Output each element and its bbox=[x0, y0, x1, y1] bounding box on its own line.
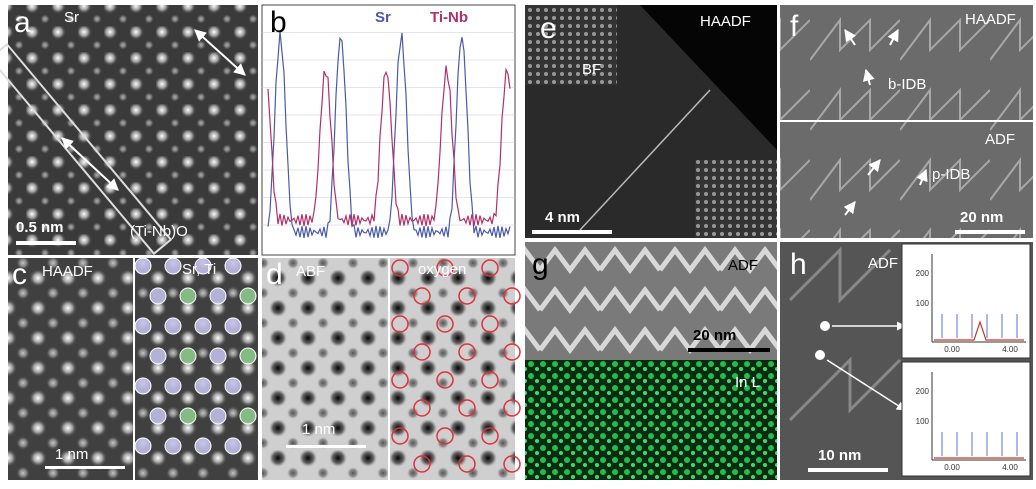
probe-point bbox=[820, 321, 830, 331]
scale-bar bbox=[955, 230, 1025, 234]
sr-site bbox=[135, 378, 151, 394]
site-label: Sr bbox=[64, 9, 79, 26]
x-tick-label: 4.00 bbox=[1002, 463, 1018, 472]
x-tick-label: 0.00 bbox=[944, 345, 960, 354]
sr-site bbox=[165, 318, 181, 334]
ti-site bbox=[240, 408, 256, 424]
scale-label: 10 nm bbox=[818, 447, 861, 464]
scale-label: 20 nm bbox=[693, 327, 736, 344]
y-tick-label: 100 bbox=[916, 417, 930, 426]
mode-label: ADF bbox=[985, 131, 1015, 148]
sr-site bbox=[225, 378, 241, 394]
sr-site bbox=[195, 378, 211, 394]
x-tick-label: 4.00 bbox=[1002, 345, 1018, 354]
page: a Sr 0.5 nm (Ti-Nb)O b Sr Ti-Nb c HAADF … bbox=[0, 0, 1036, 489]
y-tick-label: 100 bbox=[916, 299, 930, 308]
inset-lattice bbox=[695, 160, 777, 238]
defect-label: p-IDB bbox=[932, 166, 970, 183]
mode-label: HAADF bbox=[42, 263, 93, 280]
sr-site bbox=[150, 288, 166, 304]
sr-site bbox=[150, 348, 166, 364]
sr-site bbox=[165, 258, 181, 274]
sr-site bbox=[225, 318, 241, 334]
mode-label: HAADF bbox=[700, 13, 751, 30]
panel-label: e bbox=[540, 12, 557, 45]
column-label: (Ti-Nb)O bbox=[130, 223, 188, 240]
legend-entry: Sr bbox=[375, 9, 391, 26]
sr-site bbox=[210, 348, 226, 364]
site-label: oxygen bbox=[418, 261, 466, 278]
image-d-overlay bbox=[390, 258, 515, 480]
sr-site bbox=[195, 318, 211, 334]
ti-site bbox=[180, 288, 196, 304]
x-tick-label: 0.00 bbox=[944, 463, 960, 472]
scale-label: 1 nm bbox=[55, 446, 88, 463]
map-label: In L bbox=[735, 374, 760, 391]
scale-label: 1 nm bbox=[302, 421, 335, 438]
ti-site bbox=[180, 348, 196, 364]
scale-bar bbox=[808, 468, 888, 472]
inset-label: BF bbox=[582, 61, 601, 78]
sr-site bbox=[165, 438, 181, 454]
y-tick-label: 200 bbox=[916, 269, 930, 278]
ti-site bbox=[240, 348, 256, 364]
sr-site bbox=[135, 258, 151, 274]
sr-site bbox=[195, 438, 211, 454]
sr-site bbox=[210, 288, 226, 304]
panel-label: a bbox=[14, 6, 31, 39]
sr-site bbox=[135, 318, 151, 334]
sr-site bbox=[150, 408, 166, 424]
ti-site bbox=[240, 288, 256, 304]
sr-site bbox=[225, 258, 241, 274]
inset-bf bbox=[525, 5, 617, 85]
panel-label: h bbox=[790, 248, 807, 281]
sr-site bbox=[165, 378, 181, 394]
panel-label: d bbox=[266, 258, 283, 291]
sr-site bbox=[210, 408, 226, 424]
scale-bar bbox=[16, 241, 76, 245]
mode-label: ADF bbox=[868, 255, 898, 272]
scale-label: 4 nm bbox=[545, 209, 580, 226]
scale-bar bbox=[532, 230, 612, 234]
y-tick-label: 200 bbox=[916, 387, 930, 396]
panel-label: f bbox=[790, 10, 799, 43]
mode-label: HAADF bbox=[965, 11, 1016, 28]
scale-label: 20 nm bbox=[960, 209, 1003, 226]
defect-label: b-IDB bbox=[888, 76, 926, 93]
site-label: Sr, Ti bbox=[182, 261, 216, 278]
sr-site bbox=[135, 438, 151, 454]
panel-label: g bbox=[532, 248, 549, 281]
scale-label: 0.5 nm bbox=[16, 219, 64, 236]
panel-label: c bbox=[12, 258, 27, 291]
panel-label: b bbox=[270, 6, 287, 39]
mode-label: ADF bbox=[728, 257, 758, 274]
sr-site bbox=[225, 438, 241, 454]
ti-site bbox=[180, 408, 196, 424]
probe-point bbox=[815, 350, 825, 360]
scale-bar bbox=[286, 445, 366, 448]
figure: a Sr 0.5 nm (Ti-Nb)O b Sr Ti-Nb c HAADF … bbox=[0, 0, 1036, 484]
scale-bar bbox=[688, 348, 770, 352]
scale-bar bbox=[45, 466, 125, 469]
image-a bbox=[8, 5, 258, 255]
mode-label: ABF bbox=[296, 263, 325, 280]
legend-entry: Ti-Nb bbox=[430, 9, 468, 26]
